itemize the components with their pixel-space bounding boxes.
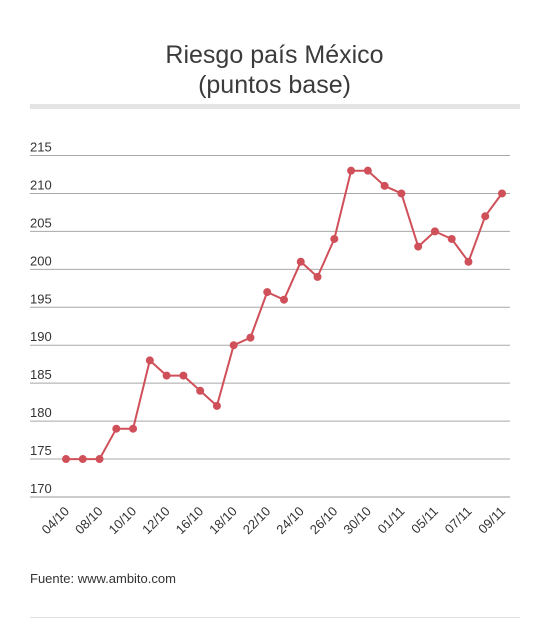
y-tick-label: 205 [30, 215, 52, 230]
x-tick-label: 22/10 [240, 504, 274, 538]
data-point [296, 257, 305, 266]
chart-title: Riesgo país México (puntos base) [0, 40, 549, 100]
y-axis-ticks: 215 210 205 200 195 190 185 180 175 170 [30, 140, 52, 497]
data-point [464, 257, 473, 266]
y-tick-label: 185 [30, 367, 52, 382]
data-point [397, 189, 406, 198]
x-tick-label: 10/10 [106, 504, 140, 538]
data-point [481, 212, 490, 221]
x-tick-label: 26/10 [307, 504, 341, 538]
x-tick-label: 08/10 [72, 504, 106, 538]
x-tick-label: 04/10 [39, 504, 73, 538]
y-tick-label: 170 [30, 481, 52, 496]
chart-title-line-2: (puntos base) [198, 71, 351, 99]
x-tick-label: 30/10 [340, 504, 374, 538]
data-point [129, 424, 138, 433]
data-point [498, 189, 506, 198]
x-tick-label: 07/11 [442, 504, 475, 537]
gridlines [30, 155, 510, 498]
data-point [229, 341, 238, 350]
x-tick-label: 09/11 [475, 504, 508, 537]
y-tick-label: 195 [30, 291, 52, 306]
x-axis-ticks: 04/10 08/10 10/10 12/10 16/10 18/10 22/10 24/10… [39, 504, 509, 538]
x-tick-label: 12/10 [139, 504, 173, 538]
title-divider [30, 104, 520, 109]
chart-title-line-1: Riesgo país México [165, 41, 384, 69]
x-tick-label: 05/11 [408, 504, 441, 537]
data-point [414, 242, 423, 251]
y-tick-label: 175 [30, 443, 52, 458]
data-point [280, 295, 288, 304]
data-point [112, 424, 121, 433]
series-line [66, 169, 503, 461]
data-point [179, 371, 188, 380]
data-point [313, 272, 322, 281]
data-point [62, 455, 70, 464]
data-point [447, 234, 456, 243]
y-tick-label: 190 [30, 329, 52, 344]
data-point [363, 166, 372, 175]
x-tick-label: 18/10 [206, 504, 240, 538]
data-point [212, 401, 221, 410]
data-point [145, 356, 154, 365]
data-point [347, 166, 356, 175]
data-point [246, 333, 255, 342]
series-polyline [66, 169, 503, 461]
data-point [330, 234, 339, 243]
series-points [62, 166, 506, 464]
x-tick-label: 24/10 [273, 504, 307, 538]
data-point [78, 455, 87, 464]
data-point [263, 288, 272, 297]
y-tick-label: 200 [30, 253, 52, 268]
data-point [196, 386, 205, 395]
y-tick-label: 215 [30, 140, 52, 155]
data-point [95, 455, 104, 464]
data-point [162, 371, 171, 380]
data-point [380, 181, 389, 190]
y-tick-label: 180 [30, 405, 52, 420]
data-point [430, 227, 439, 236]
footer-divider [30, 617, 520, 618]
source-note: Fuente: www.ambito.com [30, 571, 176, 586]
y-tick-label: 210 [30, 177, 52, 192]
x-tick-label: 01/11 [375, 504, 408, 537]
x-tick-label: 16/10 [173, 504, 207, 538]
